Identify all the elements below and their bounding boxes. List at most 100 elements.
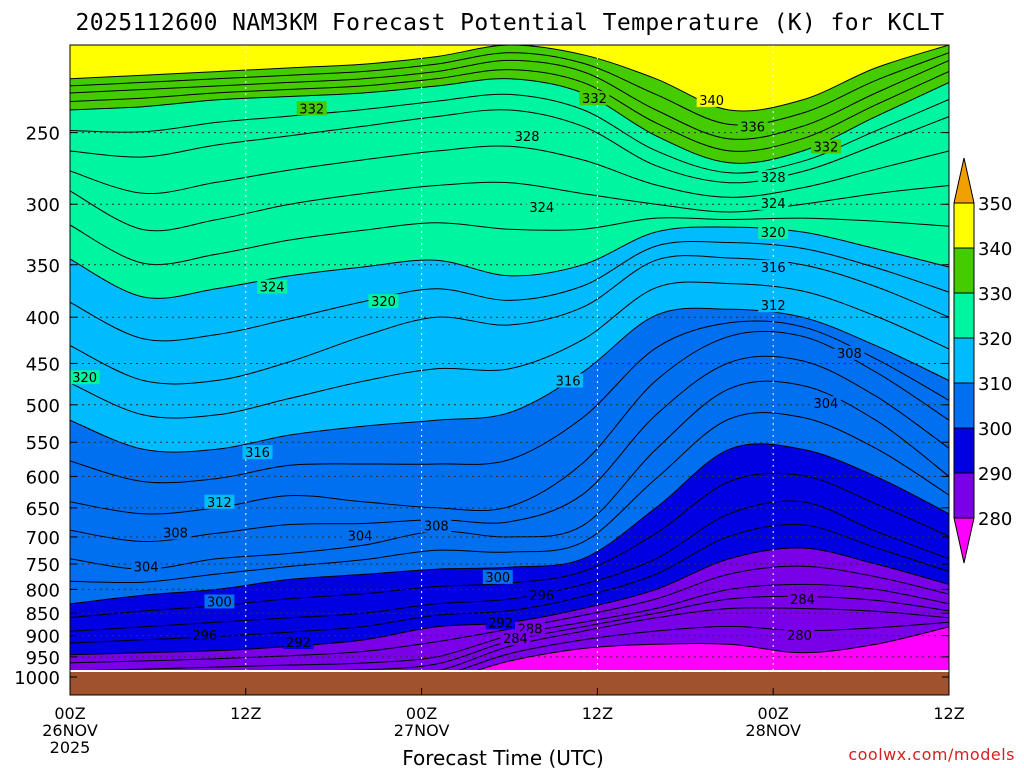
isentrope-330 xyxy=(70,93,949,174)
isentrope-label: 320 xyxy=(72,371,97,386)
label-bg xyxy=(131,559,162,574)
colorbar-label: 330 xyxy=(978,284,1012,305)
label-bg xyxy=(758,259,789,274)
x-tick-label: 28NOV xyxy=(745,721,801,740)
isentrope-318 xyxy=(70,241,949,342)
isentrope-label: 316 xyxy=(556,375,581,390)
label-bg xyxy=(787,592,818,607)
ground-surface xyxy=(70,672,949,695)
isentrope-label: 280 xyxy=(787,629,812,644)
y-tick-label: 300 xyxy=(26,195,60,216)
isentrope-label: 296 xyxy=(529,589,554,604)
label-bg xyxy=(242,445,273,460)
label-bg xyxy=(485,615,516,630)
colorbar-label: 290 xyxy=(978,464,1012,485)
y-tick-label: 950 xyxy=(26,648,60,669)
isentrope-310 xyxy=(70,320,949,484)
gridlines xyxy=(70,45,949,672)
label-bg xyxy=(810,139,841,154)
colorbar-top-arrow xyxy=(953,157,975,204)
isentrope-label: 312 xyxy=(207,496,232,511)
y-tick-label: 500 xyxy=(26,396,60,417)
label-bg xyxy=(296,101,327,116)
colorbar-label: 280 xyxy=(978,509,1012,530)
band-below-280 xyxy=(478,626,949,670)
label-bg xyxy=(696,92,727,107)
x-axis-label: Forecast Time (UTC) xyxy=(402,746,604,768)
credit-text: coolwx.com/models xyxy=(848,745,1015,764)
label-bg xyxy=(553,373,584,388)
isentrope-322 xyxy=(70,217,949,266)
y-tick-label: 650 xyxy=(26,499,60,520)
colorbar-segment xyxy=(953,202,975,249)
colorbar-label: 320 xyxy=(978,329,1012,350)
isentrope-label: 284 xyxy=(503,632,528,647)
isentrope-label: 312 xyxy=(761,299,786,314)
isentrope-label: 320 xyxy=(371,295,396,310)
label-bg xyxy=(257,279,288,294)
y-tick-label: 700 xyxy=(26,528,60,549)
label-bg xyxy=(526,199,557,214)
isentrope-284 xyxy=(438,607,949,670)
colorbar-label: 340 xyxy=(978,239,1012,260)
isentrope-label: 300 xyxy=(485,571,510,586)
y-tick-label: 350 xyxy=(26,256,60,277)
chart-title: 2025112600 NAM3KM Forecast Potential Tem… xyxy=(75,10,944,36)
isentrope-label: 328 xyxy=(515,130,540,145)
label-bg xyxy=(737,119,768,134)
isentrope-label: 332 xyxy=(299,102,324,117)
label-bg xyxy=(758,195,789,210)
isentrope-label: 304 xyxy=(348,529,373,544)
isentrope-314 xyxy=(70,281,949,419)
colorbar-label: 310 xyxy=(978,374,1012,395)
isentrope-label: 324 xyxy=(761,197,786,212)
isentrope-label: 292 xyxy=(488,616,513,631)
colorbar-label: 300 xyxy=(978,419,1012,440)
x-tick-label: 00Z xyxy=(758,704,789,723)
isentrope-label: 308 xyxy=(424,520,449,535)
x-tick-label: 12Z xyxy=(230,704,261,723)
label-bg xyxy=(482,569,513,584)
label-bg xyxy=(834,345,865,360)
label-bg xyxy=(526,588,557,603)
colorbar-segment xyxy=(953,292,975,339)
isentrope-label: 308 xyxy=(837,347,862,362)
y-tick-label: 1000 xyxy=(14,668,60,689)
x-tick-label: 12Z xyxy=(582,704,613,723)
x-tick-label: 26NOV xyxy=(42,721,98,740)
y-tick-label: 450 xyxy=(26,354,60,375)
isentrope-302 xyxy=(70,412,949,584)
label-bg xyxy=(784,627,815,642)
isentrope-340 xyxy=(70,45,949,112)
isentrope-label: 324 xyxy=(529,201,554,216)
isentrope-label: 308 xyxy=(163,526,188,541)
x-tick-label: 2025 xyxy=(50,738,91,757)
x-tick-label: 12Z xyxy=(933,704,964,723)
isentrope-label: 304 xyxy=(814,397,839,412)
label-bg xyxy=(160,525,191,540)
colorbar: 350 340 330 320 310 300 290 280 xyxy=(953,157,1012,564)
isentrope-label: 292 xyxy=(286,636,311,651)
isentrope-label: 328 xyxy=(761,171,786,186)
isentrope-label: 332 xyxy=(582,92,607,107)
colorbar-segment xyxy=(953,382,975,429)
label-bg xyxy=(758,298,789,313)
y-tick-label: 600 xyxy=(26,467,60,488)
isentrope-334 xyxy=(70,69,949,152)
colorbar-label: 350 xyxy=(978,194,1012,215)
y-tick-label: 750 xyxy=(26,555,60,576)
label-bg xyxy=(579,91,610,106)
isentrope-336 xyxy=(70,59,949,140)
isentrope-label: 304 xyxy=(134,561,159,576)
isentrope-label: 316 xyxy=(245,446,270,461)
x-tick-label: 27NOV xyxy=(394,721,450,740)
isentrope-label: 340 xyxy=(699,94,724,109)
label-bg xyxy=(368,294,399,309)
isentrope-296 xyxy=(70,500,949,632)
colorbar-bottom-arrow xyxy=(953,517,975,564)
label-bg xyxy=(345,528,376,543)
isentrope-300 xyxy=(70,443,949,605)
plot-frame xyxy=(69,44,950,696)
